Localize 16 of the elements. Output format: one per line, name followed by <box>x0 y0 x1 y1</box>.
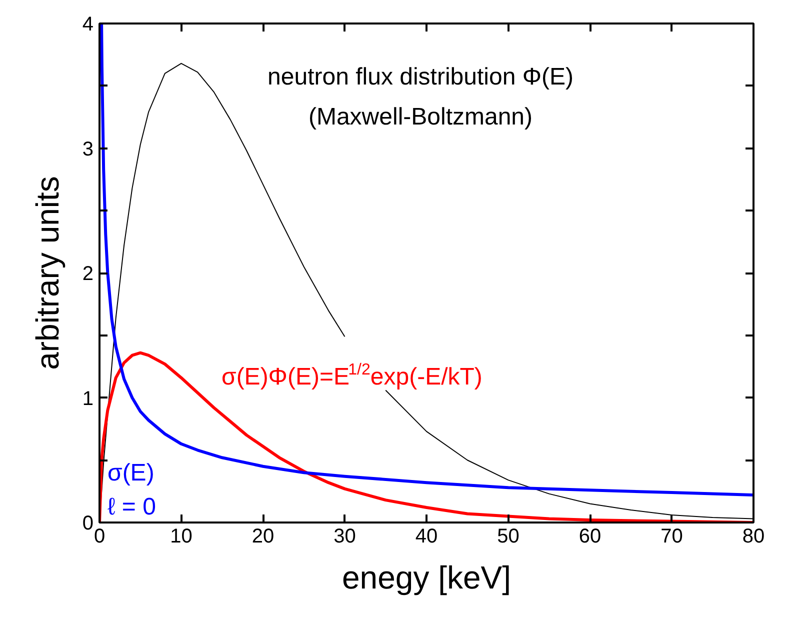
series-label: neutron flux distribution Φ(E) (Maxwell-Boltzmann) <box>268 64 574 130</box>
y-axis-title: arbitrary units <box>29 176 66 370</box>
x-tick-label: 60 <box>578 526 602 548</box>
x-tick-label: 40 <box>415 526 438 548</box>
y-tick-label: 3 <box>82 138 94 160</box>
x-tick-label: 50 <box>497 526 520 548</box>
x-tick-label: 30 <box>334 526 356 548</box>
x-tick-label: 20 <box>252 526 274 548</box>
x-tick-label: 80 <box>742 526 765 548</box>
y-tick-label: 1 <box>82 388 94 410</box>
y-tick-label: 2 <box>82 263 94 285</box>
x-tick-label: 10 <box>170 526 192 548</box>
series-label: σ(E) ℓ = 0 <box>108 460 156 520</box>
x-tick-label: 70 <box>660 526 683 548</box>
y-tick-label: 4 <box>82 14 94 36</box>
x-axis-title: enegy [keV] <box>342 560 511 596</box>
